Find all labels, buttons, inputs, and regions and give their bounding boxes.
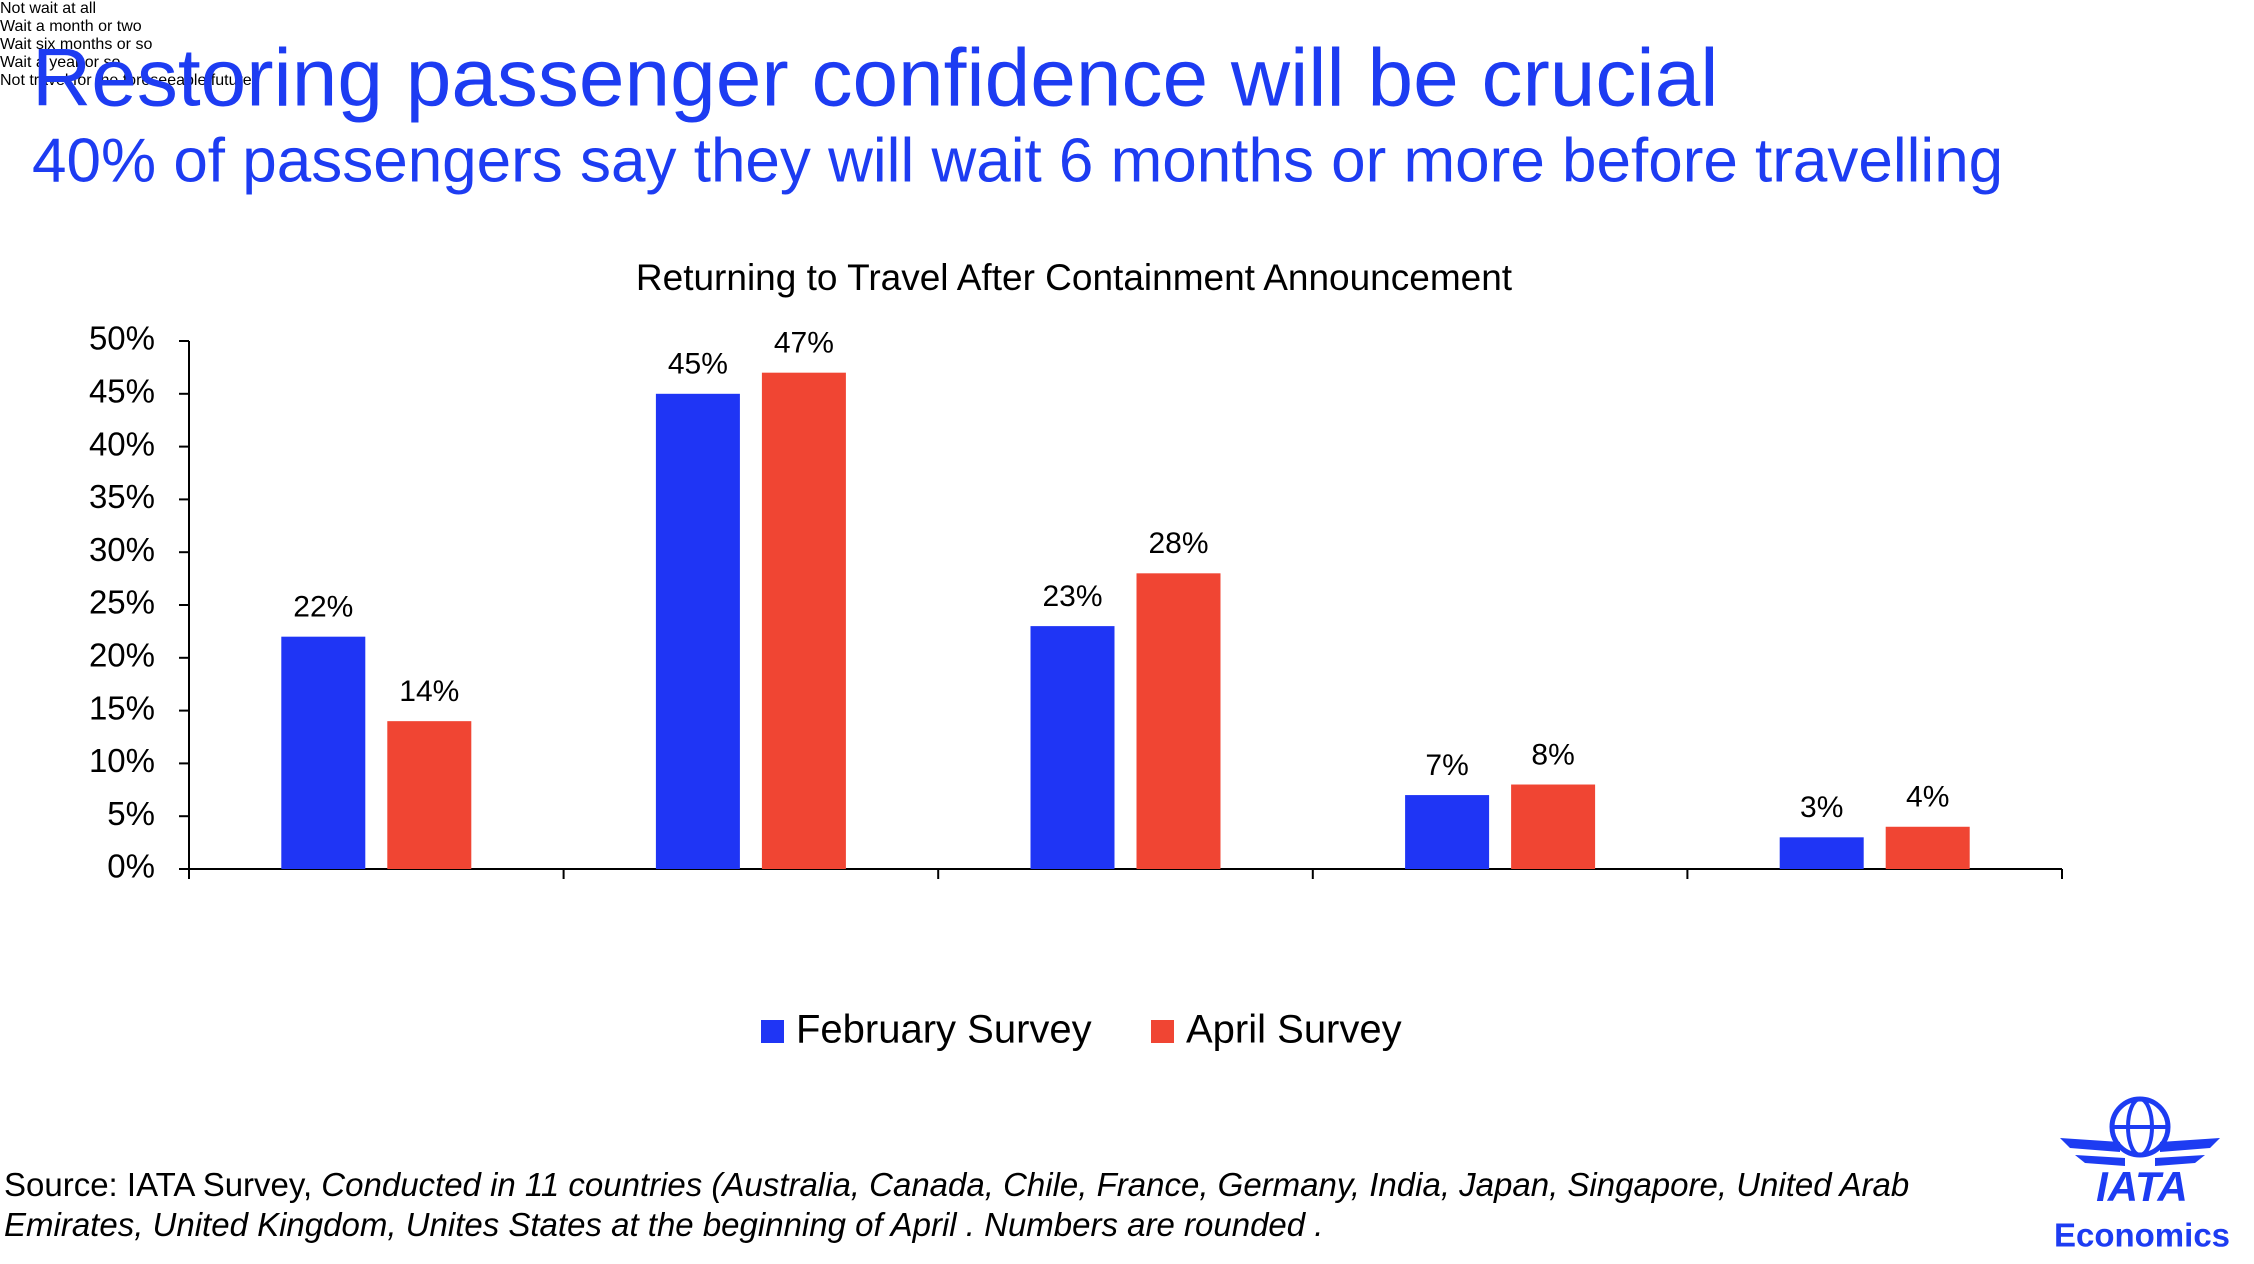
x-tick-label: Wait a month or two — [0, 18, 142, 35]
bar — [761, 372, 846, 869]
x-tick-label: Not travel for the foreseeable future — [0, 72, 252, 89]
y-tick-label: 30% — [89, 531, 155, 568]
y-tick-label: 25% — [89, 584, 155, 621]
y-tick-label: 15% — [89, 689, 155, 726]
y-tick-label: 5% — [107, 795, 155, 832]
y-tick-label: 20% — [89, 637, 155, 674]
legend-label: February Survey — [796, 1008, 1092, 1052]
source-line: Emirates, United Kingdom, Unites States … — [4, 1206, 1323, 1244]
bar — [281, 636, 366, 869]
bar — [1405, 795, 1490, 869]
source-label: Source: IATA Survey, — [4, 1166, 313, 1203]
x-tick-label: Not wait at all — [0, 0, 97, 17]
logo-unit: Economics — [2054, 1217, 2230, 1254]
x-tick-label: Wait a year or so — [0, 54, 121, 71]
y-tick-label: 50% — [89, 320, 155, 357]
data-label: 45% — [668, 348, 728, 381]
data-label: 4% — [1906, 781, 1949, 814]
data-label: 23% — [1042, 580, 1102, 613]
bar — [387, 721, 472, 869]
data-label: 14% — [399, 675, 459, 708]
source-text: Conducted in 11 countries (Australia, Ca… — [321, 1166, 1910, 1203]
data-label: 7% — [1425, 749, 1468, 782]
bar — [1030, 626, 1115, 869]
logo-name: IATA — [2096, 1163, 2188, 1210]
slide-subtitle: 40% of passengers say they will wait 6 m… — [32, 126, 2003, 195]
bar — [1136, 573, 1221, 869]
legend-swatch — [761, 1020, 784, 1043]
data-label: 47% — [774, 327, 834, 360]
chart-title: Returning to Travel After Containment An… — [636, 257, 1513, 298]
source-text: Emirates, United Kingdom, Unites States … — [4, 1206, 1324, 1243]
legend-swatch — [1151, 1020, 1174, 1043]
logo: IATA Economics — [2054, 1096, 2230, 1254]
legend-label: April Survey — [1186, 1008, 1402, 1052]
slide-title: Restoring passenger confidence will be c… — [32, 33, 1718, 124]
y-tick-label: 40% — [89, 425, 155, 462]
bar — [655, 393, 740, 869]
bar — [1779, 837, 1864, 869]
y-tick-label: 45% — [89, 373, 155, 410]
bar — [1885, 826, 1970, 869]
y-tick-label: 10% — [89, 742, 155, 779]
data-label: 22% — [293, 591, 353, 624]
y-tick-label: 0% — [107, 848, 155, 885]
data-label: 28% — [1148, 527, 1208, 560]
y-tick-label: 35% — [89, 478, 155, 515]
x-tick-label: Wait six months or so — [0, 36, 153, 53]
data-label: 3% — [1800, 791, 1843, 824]
bar — [1511, 784, 1596, 869]
source-line: Source: IATA Survey, Conducted in 11 cou… — [4, 1166, 1909, 1204]
data-label: 8% — [1531, 738, 1574, 771]
